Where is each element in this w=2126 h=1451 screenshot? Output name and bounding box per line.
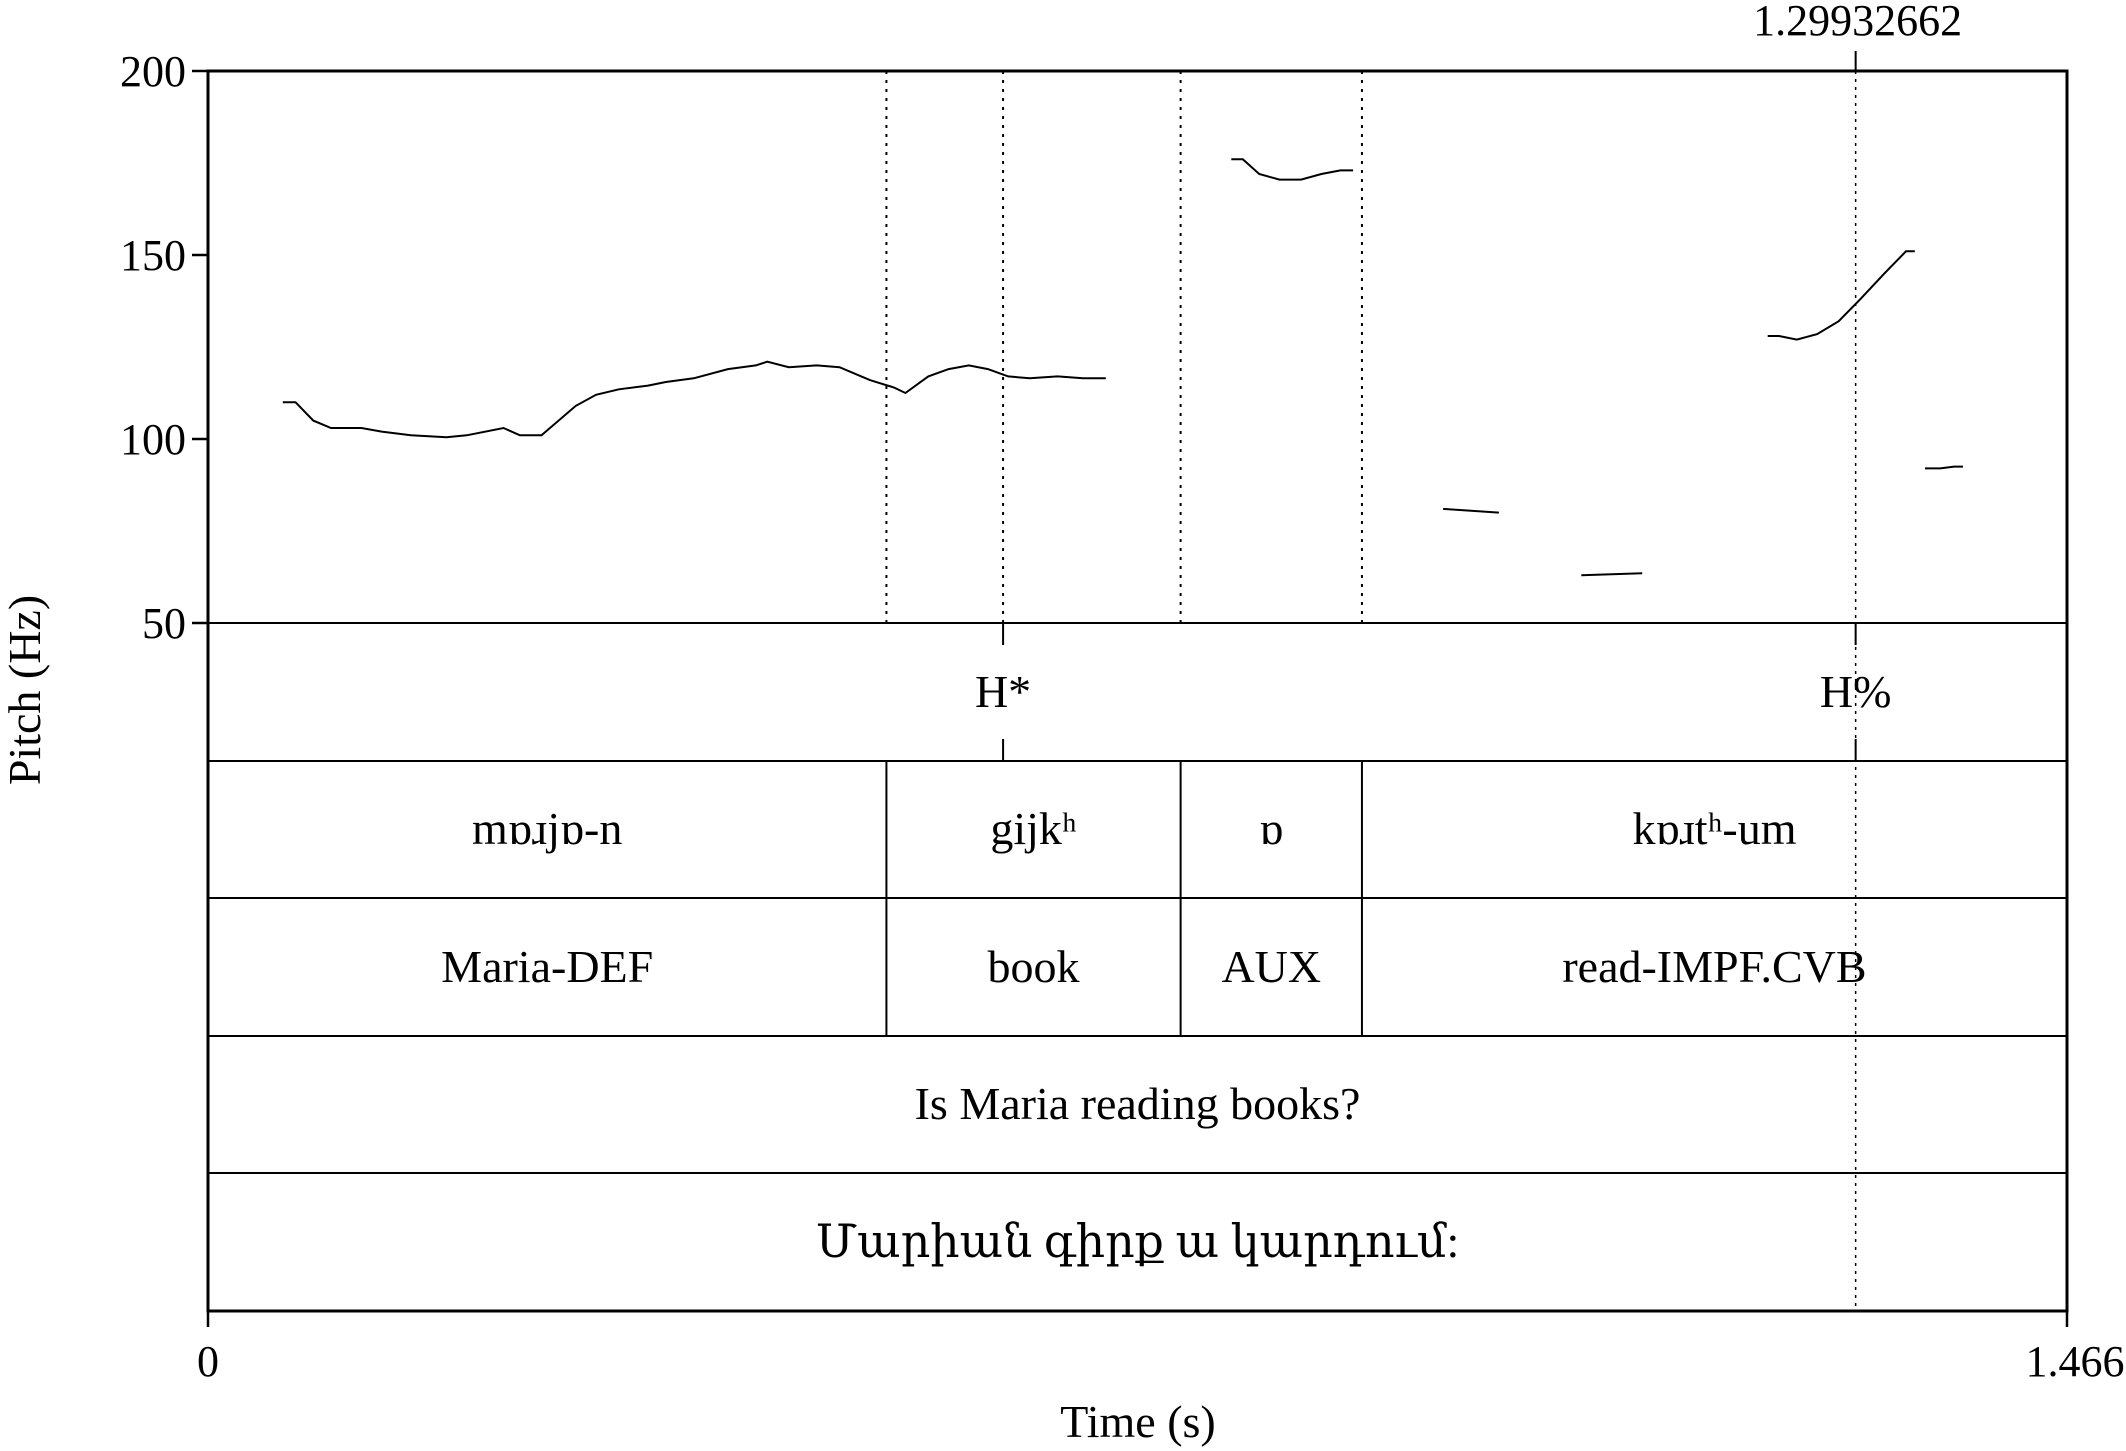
y-tick-label: 200 <box>120 47 186 96</box>
pitch-contour-segment-5 <box>1767 250 1915 341</box>
y-tick-label: 50 <box>142 599 186 648</box>
pitch-contour-segment-3 <box>1443 507 1499 514</box>
outer-frame <box>206 69 2069 1313</box>
transcription-interval-label: gijkʰ <box>990 803 1077 854</box>
gloss-interval-label: AUX <box>1221 941 1321 992</box>
transcription-interval-label: mɒɹjɒ-n <box>472 803 622 854</box>
transcription-interval-label: kɒɹtʰ-um <box>1632 803 1796 854</box>
x-tick-label: 1.466 <box>2026 1337 2125 1386</box>
y-axis-title: Pitch (Hz) <box>0 595 50 785</box>
plot-frame <box>206 69 2069 1313</box>
tone-label: H% <box>1820 666 1892 717</box>
tier-texts: H* H% mɒɹjɒ-n gijkʰ ɒ kɒɹtʰ-um Maria-DEF book AU… <box>441 666 1891 1267</box>
pitch-contour-segment-6 <box>1925 465 1963 470</box>
gloss-interval-label: Maria-DEF <box>441 941 653 992</box>
tone-label: H* <box>975 666 1031 717</box>
translation-interval-label: Is Maria reading books? <box>915 1078 1361 1129</box>
orthography-interval-label: Մարիան գիրք ա կարդում: <box>816 1216 1459 1267</box>
cursor-time-label: 1.29932662 <box>1753 0 1962 45</box>
gloss-interval-label: read-IMPF.CVB <box>1562 941 1866 992</box>
x-tick-label: 0 <box>197 1337 219 1386</box>
pitch-contour-segment-2 <box>1231 158 1354 181</box>
boundary-lines <box>885 71 1857 1311</box>
pitch-contour-segment-4 <box>1581 572 1643 577</box>
pitch-contour-segment-1 <box>282 360 1106 439</box>
y-tick-label: 100 <box>120 415 186 464</box>
gloss-interval-label: book <box>988 941 1080 992</box>
transcription-interval-label: ɒ <box>1259 803 1283 854</box>
pitch-lines <box>282 158 1963 577</box>
y-tick-label: 150 <box>120 231 186 280</box>
x-axis-title: Time (s) <box>1060 1396 1216 1447</box>
